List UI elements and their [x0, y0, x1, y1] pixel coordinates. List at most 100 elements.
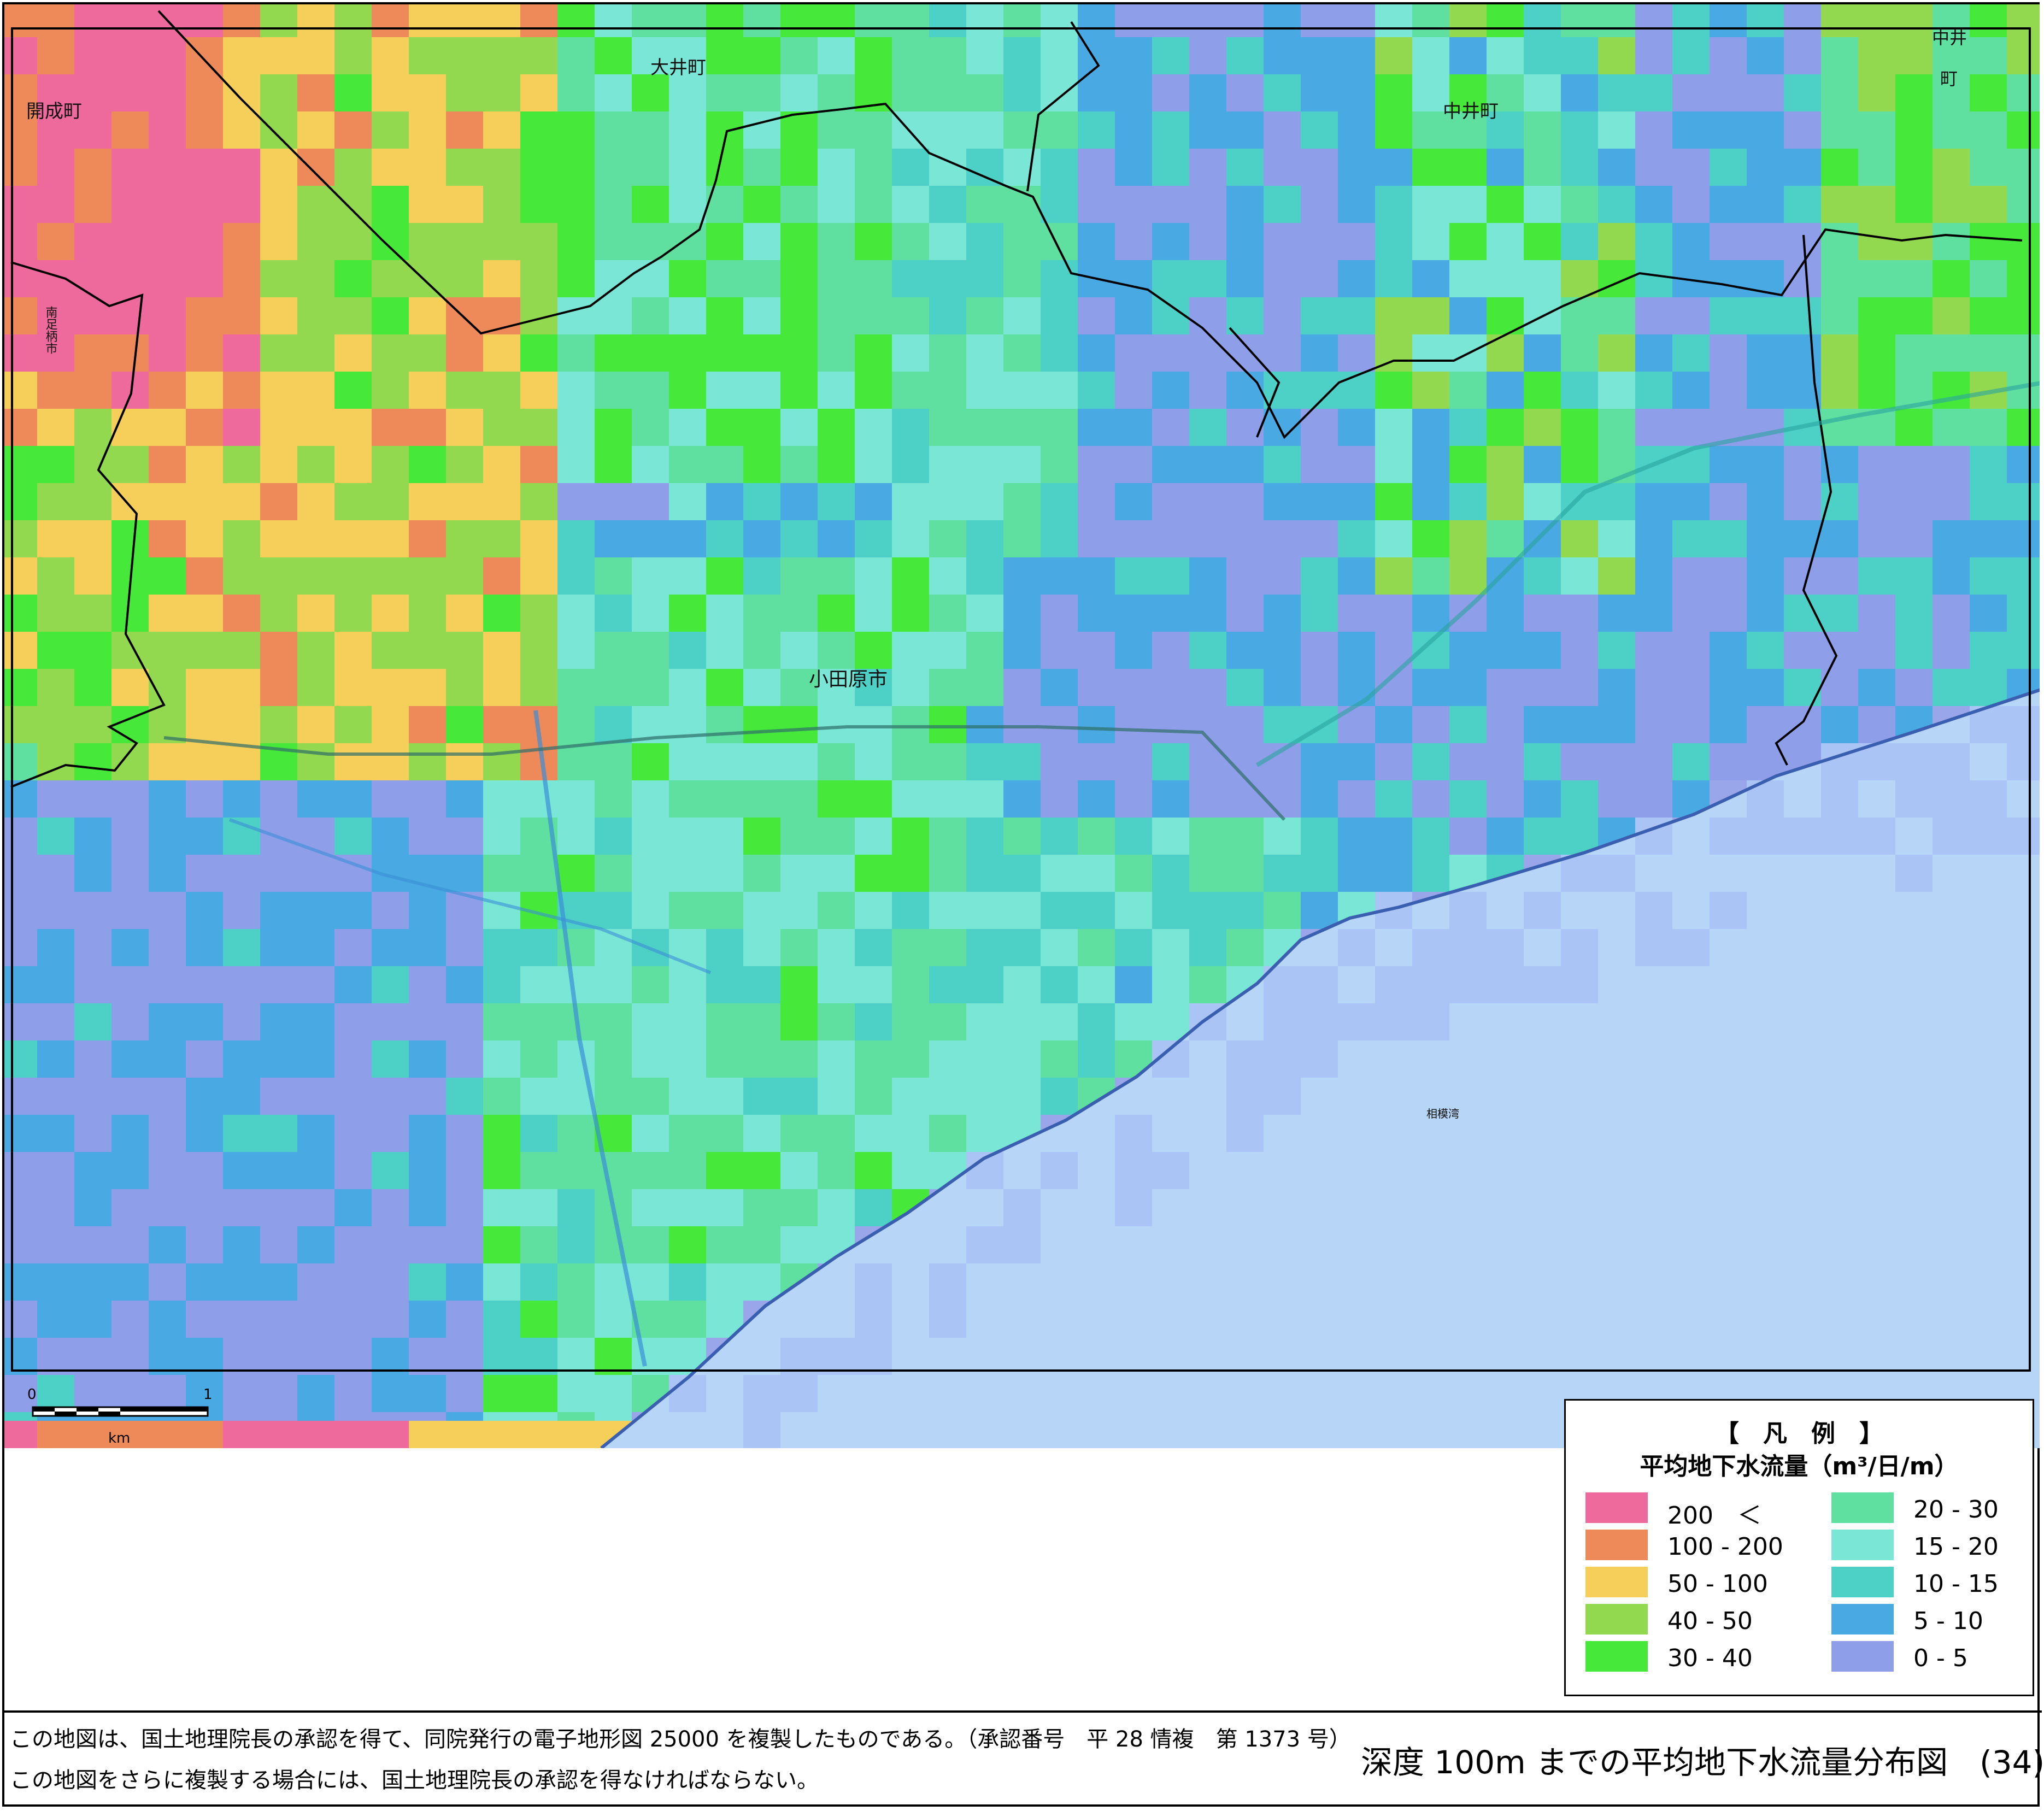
flow-cell — [1041, 1078, 1078, 1115]
flow-cell — [334, 520, 372, 557]
flow-cell — [260, 1421, 297, 1448]
flow-cell — [1041, 297, 1078, 334]
flow-cell — [966, 483, 1003, 520]
flow-cell — [595, 855, 632, 892]
flow-cell — [1078, 780, 1115, 818]
flow-cell — [929, 855, 966, 892]
flow-cell — [1710, 186, 1747, 223]
flow-cell — [1078, 372, 1115, 409]
flow-cell — [1821, 297, 1858, 334]
flow-cell — [669, 186, 706, 223]
flow-cell — [334, 334, 372, 372]
flow-cell — [334, 446, 372, 483]
flow-cell — [855, 372, 892, 409]
scale-end: 1 — [203, 1386, 213, 1403]
flow-cell — [74, 409, 111, 446]
sea-cell — [1003, 1226, 1041, 1263]
flow-cell — [1152, 1003, 1189, 1040]
flow-cell — [260, 780, 297, 818]
flow-cell — [186, 780, 223, 818]
flow-cell — [223, 1421, 260, 1448]
flow-cell — [111, 929, 149, 966]
flow-cell — [1598, 743, 1635, 780]
flow-cell — [297, 223, 334, 260]
flow-cell — [520, 1301, 557, 1338]
flow-cell — [1003, 595, 1041, 632]
flow-cell — [706, 595, 743, 632]
flow-cell — [1301, 37, 1338, 74]
sea-cell — [1449, 892, 1487, 929]
flow-cell — [595, 149, 632, 186]
municipal-boundary — [1229, 327, 1281, 438]
sea-cell — [780, 1338, 818, 1375]
flow-cell — [892, 669, 929, 706]
flow-cell — [706, 1152, 743, 1189]
flow-cell — [186, 818, 223, 855]
flow-cell — [1152, 520, 1189, 557]
sea-cell — [1524, 966, 1561, 1003]
flow-cell — [334, 297, 372, 334]
flow-cell — [632, 297, 669, 334]
flow-cell — [1338, 4, 1375, 37]
flow-cell — [743, 595, 780, 632]
flow-cell — [557, 223, 595, 260]
flow-cell — [1858, 297, 1895, 334]
flow-cell — [223, 483, 260, 520]
flow-cell — [297, 409, 334, 446]
flow-cell — [818, 557, 855, 595]
flow-cell — [483, 1115, 520, 1152]
flow-cell — [1264, 818, 1301, 855]
flow-cell — [966, 892, 1003, 929]
flow-cell — [1078, 1003, 1115, 1040]
flow-cell — [1933, 446, 1970, 483]
flow-cell — [966, 149, 1003, 186]
flow-cell — [1375, 74, 1412, 111]
flow-cell — [1412, 557, 1449, 595]
flow-cell — [1784, 520, 1821, 557]
flow-cell — [4, 1040, 37, 1078]
flow-cell — [1078, 595, 1115, 632]
flow-cell — [1487, 4, 1524, 37]
flow-cell — [74, 372, 111, 409]
flow-cell — [446, 669, 483, 706]
sea-cell — [855, 1338, 892, 1375]
flow-cell — [37, 706, 74, 743]
flow-cell — [297, 966, 334, 1003]
flow-cell — [4, 149, 37, 186]
flow-cell — [1189, 37, 1226, 74]
flow-cell — [780, 1226, 818, 1263]
flow-cell — [855, 111, 892, 149]
flow-cell — [1710, 4, 1747, 37]
flow-cell — [1226, 74, 1264, 111]
flow-cell — [557, 334, 595, 372]
flow-cell — [1264, 595, 1301, 632]
flow-cell — [595, 632, 632, 669]
flow-cell — [1264, 223, 1301, 260]
flow-cell — [1710, 557, 1747, 595]
flow-cell — [557, 706, 595, 743]
flow-cell — [1784, 223, 1821, 260]
flow-cell — [1561, 223, 1598, 260]
flow-cell — [483, 632, 520, 669]
flow-cell — [409, 186, 446, 223]
flow-cell — [37, 1338, 74, 1375]
flow-cell — [1970, 149, 2007, 186]
flow-cell — [557, 929, 595, 966]
flow-cell — [595, 4, 632, 37]
flow-cell — [4, 446, 37, 483]
place-label-nakai: 中井町 — [1443, 101, 1499, 122]
flow-cell — [1821, 557, 1858, 595]
groundwater-flow-map[interactable]: 大井町 中井町 開成町 小田原市 南足柄市 相模湾 中井 町 0 1 km — [0, 0, 2044, 1448]
flow-cell — [2007, 4, 2040, 37]
flow-cell — [1226, 632, 1264, 669]
sea-cell — [1264, 1040, 1301, 1078]
flow-cell — [1338, 818, 1375, 855]
flow-cell — [334, 111, 372, 149]
flow-cell — [334, 1375, 372, 1412]
flow-cell — [520, 1226, 557, 1263]
flow-cell — [743, 223, 780, 260]
flow-cell — [37, 892, 74, 929]
flow-cell — [743, 409, 780, 446]
flow-cell — [706, 4, 743, 37]
flow-cell — [1449, 780, 1487, 818]
